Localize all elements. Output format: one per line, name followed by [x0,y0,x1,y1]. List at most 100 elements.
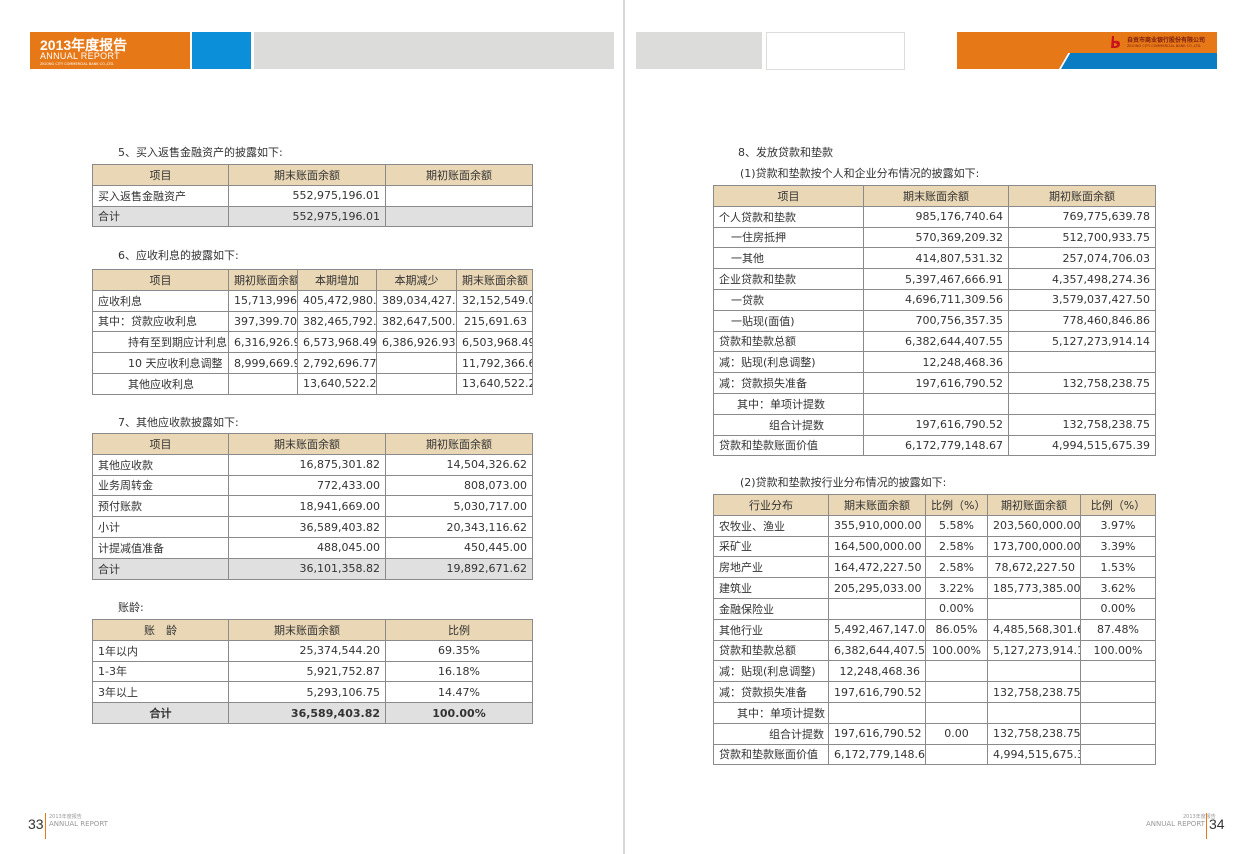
column-header: 期末账面余额 [228,433,386,455]
table-cell: 132,758,238.75 [1008,372,1156,394]
table-header-row: 账 龄期末账面余额 比例 [92,619,533,641]
table-cell [1008,351,1156,374]
row-label: 其他行业 [713,618,829,641]
total-row: 合计 552,975,196.01 [92,205,533,228]
table-cell: 36,589,403.82 [228,702,386,724]
row-label: 买入返售金融资产 [92,184,229,207]
table-cell: 808,073.00 [385,474,533,497]
column-header: 比例 [385,619,533,641]
column-header: 项目 [92,269,229,291]
table-cell [376,352,457,374]
column-header: 期末账面余额 [228,164,386,186]
column-header: 项目 [92,164,229,186]
table-cell: 4,485,568,301.64 [987,618,1081,641]
table-row: 减：贴现(利息调整) 12,248,468.36 [713,351,1156,374]
row-label: 应收利息 [92,289,229,312]
table-row: 其他行业 5,492,467,147.05 86.05% 4,485,568,301.… [713,618,1156,641]
table-cell: 16.18% [385,660,533,683]
table-cell: 389,034,427.64 [376,289,457,312]
column-header: 期初账面余额 [228,269,298,291]
table-cell: 2,792,696.77 [297,352,377,374]
table-row: 持有至到期应计利息6,316,926.936,573,968.496,386,9… [92,331,533,354]
row-label: 1-3年 [92,660,229,683]
table-row: 企业贷款和垫款 5,397,467,666.91 4,357,498,274.36 [713,268,1156,290]
table-cell: 6,386,926.93 [376,331,457,354]
row-label: 金融保险业 [713,597,829,620]
table-cell: 19,892,671.62 [385,557,533,580]
bank-logo-banner: 自贡市商业银行股份有限公司 ZIGONG CITY COMMERCIAL BAN… [957,32,1217,69]
table-row: 贷款和垫款总额 6,382,644,407.55 100.00% 5,127,273,… [713,639,1156,662]
table-row: 一贴现(面值) 700,756,357.35 778,460,846.86 [713,309,1156,332]
table-cell [925,660,988,683]
row-label: 贷款和垫款总额 [713,330,864,353]
table-cell: 14.47% [385,681,533,704]
table-header-row: 项目 期末账面余额 期初账面余额 [713,185,1156,207]
table-cell: 778,460,846.86 [1008,309,1156,332]
table-cell: 164,472,227.50 [828,556,926,579]
table-cell: 87.48% [1080,618,1156,641]
header-blue-strip [1059,53,1217,69]
company-name-en: ZIGONG CITY COMMERCIAL BANK CO.,LTD. [40,62,115,66]
table-cell [828,701,926,724]
table-cell: 700,756,357.35 [863,309,1009,332]
table-cell: 32,152,549.03 [456,289,533,312]
footer-label: ANNUAL REPORT [49,820,108,828]
row-label: 贷款和垫款总额 [713,639,829,662]
table-row: 金融保险业 0.00% 0.00% [713,597,1156,620]
table-cell [925,743,988,766]
table-cell [1080,722,1156,745]
table-cell: 6,172,779,148.67 [863,434,1009,457]
row-label: 3年以上 [92,681,229,704]
table-row: 其中：单项计提数 [713,701,1156,724]
column-header: 期末账面余额 [456,269,533,291]
table-s7: 项目 期末账面余额 期初账面余额 其他应收款 16,875,301.82 14,504,3… [92,433,533,580]
table-cell: 12,248,468.36 [828,660,926,683]
table-cell: 552,975,196.01 [228,184,386,207]
table-row: 3年以上 5,293,106.75 14.47% [92,681,533,704]
column-header: 本期减少 [376,269,457,291]
row-label: 一其他 [713,247,864,270]
row-label: 合计 [92,557,229,580]
table-cell: 20,343,116.62 [385,516,533,538]
total-row: 合计 36,589,403.82 100.00% [92,702,533,724]
table-cell: 197,616,790.52 [828,681,926,703]
bank-name-cn: 自贡市商业银行股份有限公司 [1127,37,1206,44]
table-row: 减：贷款损失准备 197,616,790.52 132,758,238.75 [713,681,1156,703]
table-cell [987,597,1081,620]
table-cell: 132,758,238.75 [1008,413,1156,436]
table-cell: 4,357,498,274.36 [1008,268,1156,290]
table-cell: 100.00% [925,639,988,662]
row-label: 农牧业、渔业 [713,514,829,537]
table-cell: 5,492,467,147.05 [828,618,926,641]
table-cell: 197,616,790.52 [863,413,1009,436]
table-cell: 257,074,706.03 [1008,247,1156,270]
table-row: 其他应收款 16,875,301.82 14,504,326.62 [92,453,533,476]
header-white-block [766,32,905,70]
column-header: 本期增加 [297,269,377,291]
row-label: 采矿业 [713,535,829,558]
table-cell: 132,758,238.75 [987,722,1081,745]
table-cell [376,372,457,395]
table-cell: 355,910,000.00 [828,514,926,537]
table-row: 减：贴现(利息调整) 12,248,468.36 [713,660,1156,683]
section-7-title: 7、其他应收款披露如下: [118,416,239,429]
row-label: 个人贷款和垫款 [713,205,864,228]
table-cell [1080,681,1156,703]
table-cell: 772,433.00 [228,474,386,497]
table-cell: 2.58% [925,556,988,579]
table-cell: 185,773,385.00 [987,577,1081,599]
table-cell: 100.00% [1080,639,1156,662]
row-label: 企业贷款和垫款 [713,268,864,290]
row-label: 持有至到期应计利息 [92,331,229,354]
row-label: 1年以内 [92,639,229,662]
section-8-2-subtitle: (2)贷款和垫款按行业分布情况的披露如下: [740,476,947,489]
table-row: 其他应收利息 13,640,522.22 13,640,522.22 [92,372,533,395]
table-cell [385,205,533,228]
row-label: 其中：单项计提数 [713,701,829,724]
table-row: 组合计提数 197,616,790.52 132,758,238.75 [713,413,1156,436]
table-cell: 4,696,711,309.56 [863,288,1009,311]
table-cell: 15,713,996.55 [228,289,298,312]
table-cell: 164,500,000.00 [828,535,926,558]
table-cell: 12,248,468.36 [863,351,1009,374]
bank-name-en: ZIGONG CITY COMMERCIAL BANK CO.,LTD. [1127,44,1202,48]
